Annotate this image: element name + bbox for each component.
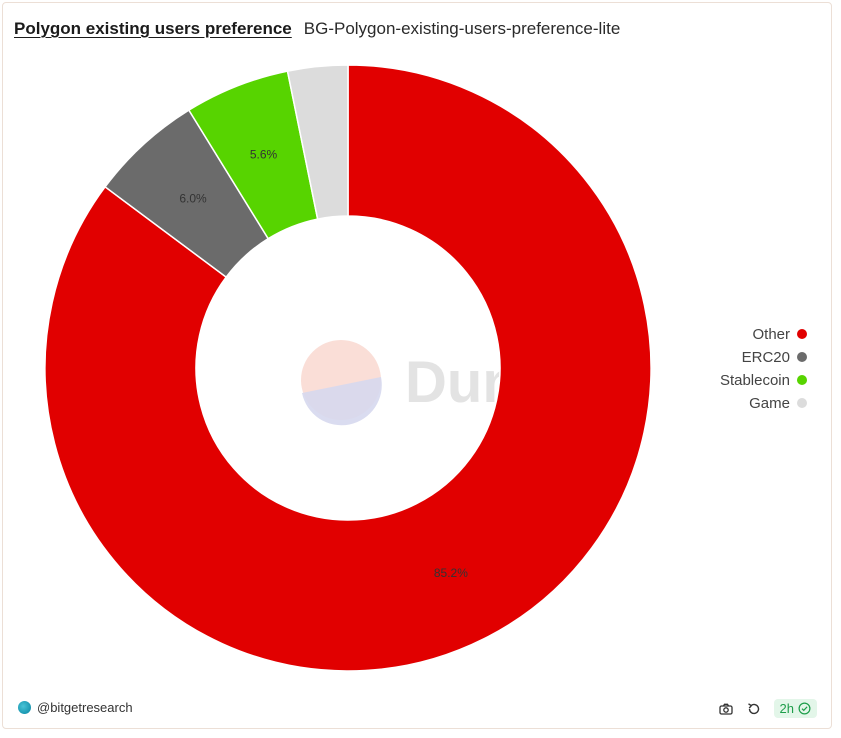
camera-icon[interactable] [718,701,734,717]
slice-label-stablecoin: 5.6% [250,148,278,162]
footer-actions: 2h [718,699,817,718]
legend-dot [797,398,807,408]
slice-label-other: 85.2% [434,566,468,580]
donut-slices [44,64,652,672]
legend-item-erc20[interactable]: ERC20 [742,347,807,367]
legend-dot [797,375,807,385]
chart-title[interactable]: Polygon existing users preference [14,19,292,38]
legend-label: Stablecoin [719,371,790,389]
refresh-icon[interactable] [746,701,762,717]
donut-slice-labels: 85.2% 6.0% 5.6% [179,148,468,581]
slice-label-erc20: 6.0% [179,192,207,206]
chart-subtitle: BG-Polygon-existing-users-preference-lit… [303,19,621,38]
legend-item-stablecoin[interactable]: Stablecoin [720,370,807,390]
donut-chart: Dune 85.2%6.0%5.6% [44,64,652,672]
chart-card: Polygon existing users preference BG-Pol… [2,2,832,729]
legend-label: Game [749,394,790,412]
legend-item-other[interactable]: Other [752,324,807,344]
slice-game[interactable] [286,64,349,220]
author-credit[interactable]: @bitgetresearch [18,700,133,715]
check-circle-icon [798,702,811,715]
dune-logo-bottom [302,377,382,426]
legend-item-game[interactable]: Game [749,393,807,413]
refresh-badge[interactable]: 2h [773,699,817,718]
legend-label: ERC20 [741,348,790,366]
legend-dot [797,352,807,362]
slice-other[interactable] [44,64,652,672]
author-avatar [18,701,31,714]
chart-legend: Other ERC20 Stablecoin Game [720,324,807,413]
refresh-interval: 2h [779,701,794,716]
author-name: @bitgetresearch [37,700,133,715]
legend-label: Other [752,325,790,343]
legend-dot [797,329,807,339]
chart-header: Polygon existing users preference BG-Pol… [14,19,620,39]
